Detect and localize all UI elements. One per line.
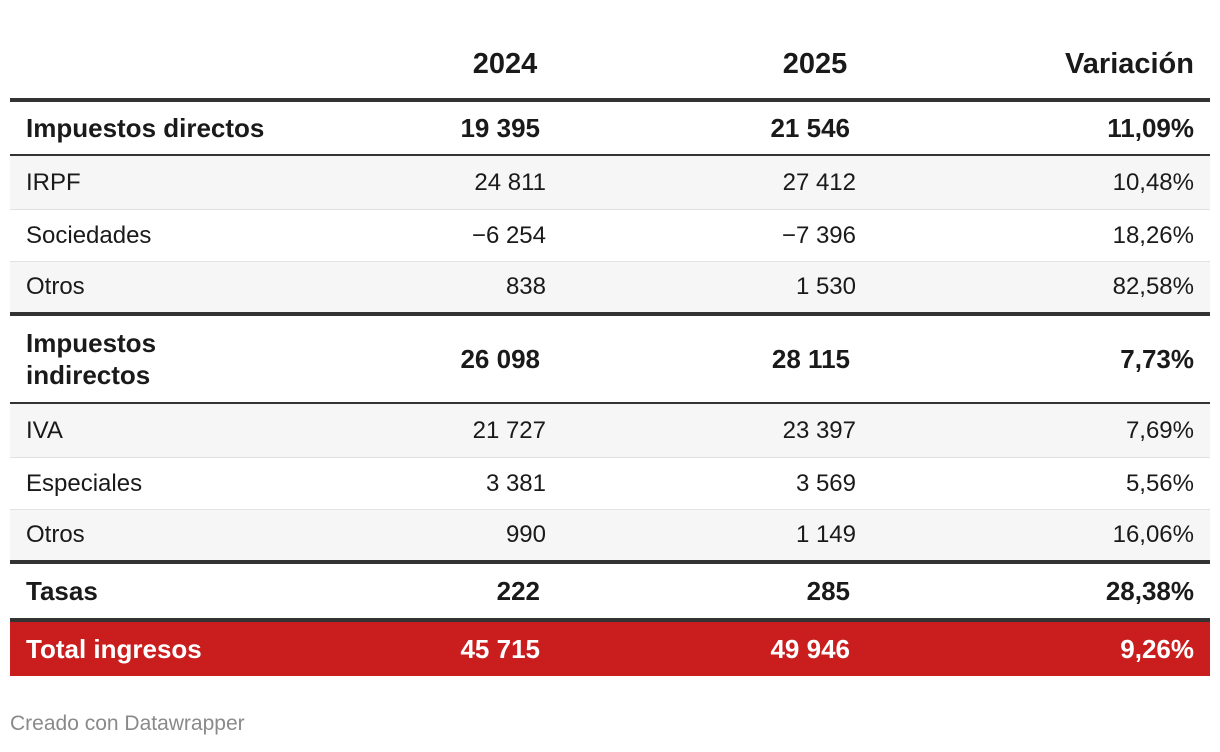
table-row: IRPF 24 811 27 412 10,48% <box>10 156 1210 209</box>
cell-2025: 3 569 <box>795 469 856 497</box>
cell-variacion: 28,38% <box>1105 575 1194 606</box>
row-label: Tasas <box>26 575 98 606</box>
row-label: Otros <box>26 273 85 300</box>
cell-2024: 3 381 <box>485 469 546 497</box>
row-label: Impuestos directos <box>26 112 265 143</box>
table-row: IVA 21 727 23 397 7,69% <box>10 404 1210 457</box>
group-rule <box>10 402 1210 404</box>
group-rule <box>10 560 1210 564</box>
cell-2024: 19 395 <box>460 112 540 143</box>
row-label: Especiales <box>26 469 143 497</box>
row-label: Otros <box>26 521 85 548</box>
cell-variacion: 5,56% <box>1125 469 1194 497</box>
cell-variacion: 7,73% <box>1120 343 1194 374</box>
header-rule <box>10 98 1210 102</box>
row-divider <box>10 457 1210 458</box>
cell-2024: 990 <box>505 521 546 548</box>
cell-variacion: 10,48% <box>1112 168 1194 196</box>
cell-2025: 27 412 <box>782 168 856 196</box>
table-row-total: Total ingresos 45 715 49 946 9,26% <box>10 622 1210 676</box>
table-row: Sociedades −6 254 −7 396 18,26% <box>10 210 1210 261</box>
cell-variacion: 9,26% <box>1120 633 1194 664</box>
row-label: Impuestos indirectos <box>26 316 326 402</box>
table-row: Especiales 3 381 3 569 5,56% <box>10 458 1210 509</box>
cell-2024: −6 254 <box>471 221 546 249</box>
cell-variacion: 82,58% <box>1112 273 1194 300</box>
cell-2025: 285 <box>806 575 850 606</box>
cell-2025: 21 546 <box>770 112 850 143</box>
column-header-variacion: Variación <box>1065 47 1194 80</box>
row-divider <box>10 209 1210 210</box>
total-rule <box>10 618 1210 622</box>
table-row-group: Tasas 222 285 28,38% <box>10 564 1210 618</box>
row-label: IRPF <box>26 168 81 196</box>
table-row: Otros 990 1 149 16,06% <box>10 510 1210 560</box>
cell-2025: 49 946 <box>770 633 850 664</box>
row-label: Sociedades <box>26 221 152 249</box>
table-row-group: Impuestos indirectos 26 098 28 115 7,73% <box>10 316 1210 402</box>
cell-variacion: 7,69% <box>1125 416 1194 444</box>
cell-variacion: 11,09% <box>1107 112 1194 143</box>
column-header-2025: 2025 <box>782 47 848 80</box>
cell-2025: 23 397 <box>782 416 856 444</box>
footer-credit: Creado con Datawrapper <box>10 712 245 735</box>
group-rule <box>10 154 1210 156</box>
cell-2025: 28 115 <box>771 343 850 374</box>
row-divider <box>10 509 1210 510</box>
cell-2024: 24 811 <box>474 168 546 196</box>
column-header-2024: 2024 <box>472 47 538 80</box>
table-header-row: 2024 2025 Variación <box>10 40 1210 88</box>
row-divider <box>10 261 1210 262</box>
group-rule <box>10 312 1210 316</box>
cell-2025: 1 149 <box>795 521 856 548</box>
row-label-line: Impuestos <box>26 328 157 358</box>
cell-2025: −7 396 <box>781 221 856 249</box>
cell-variacion: 18,26% <box>1112 221 1194 249</box>
cell-2024: 838 <box>505 273 546 300</box>
row-label: Total ingresos <box>26 633 202 664</box>
row-label-line: indirectos <box>26 360 151 390</box>
cell-2024: 26 098 <box>460 343 540 374</box>
cell-2024: 45 715 <box>460 633 540 664</box>
table-row: Otros 838 1 530 82,58% <box>10 262 1210 312</box>
cell-2024: 21 727 <box>472 416 546 444</box>
row-label: IVA <box>26 416 63 444</box>
cell-2025: 1 530 <box>795 273 856 300</box>
table-row-group: Impuestos directos 19 395 21 546 11,09% <box>10 102 1210 154</box>
cell-2024: 222 <box>496 575 540 606</box>
cell-variacion: 16,06% <box>1112 521 1194 548</box>
